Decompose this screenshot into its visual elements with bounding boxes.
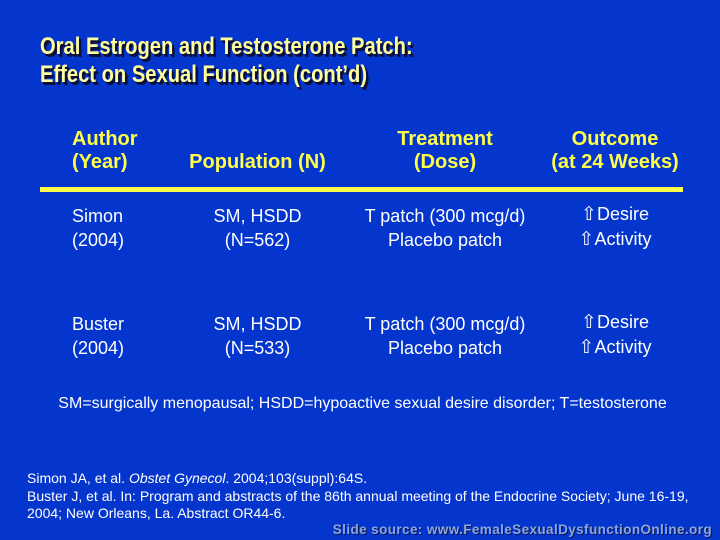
references: Simon JA, et al. Obstet Gynecol. 2004;10… [27,470,709,523]
up-arrow-icon: ⇧ [581,203,597,225]
cell-author: Simon (2004) [72,206,125,250]
column-header-treatment: Treatment (Dose) [397,128,493,173]
slide-source-credit: Slide source: www.FemaleSexualDysfunctio… [332,522,712,537]
cell-outcome: ⇧Desire ⇧Activity [578,311,652,358]
up-arrow-icon: ⇧ [581,311,597,333]
cell-treatment: T patch (300 mcg/d) Placebo patch [364,206,526,250]
up-arrow-icon: ⇧ [578,336,595,358]
reference-1: Simon JA, et al. Obstet Gynecol. 2004;10… [27,470,368,486]
abbreviations-footnote: SM=surgically menopausal; HSDD=hypoactiv… [58,395,667,412]
title-line-1: Oral Estrogen and Testosterone Patch: [40,33,413,60]
up-arrow-icon: ⇧ [578,228,595,250]
cell-population: SM, HSDD (N=562) [213,206,302,250]
table-row: Buster (2004) SM, HSDD (N=533) T patch (… [40,310,690,360]
reference-2: Buster J, et al. In: Program and abstrac… [27,487,689,522]
cell-population: SM, HSDD (N=533) [213,314,302,358]
column-header-outcome: Outcome (at 24 Weeks) [551,128,679,173]
page-title: Oral Estrogen and Testosterone Patch: Ef… [40,33,413,89]
column-header-population: Population (N) [189,151,326,173]
header-divider [40,187,683,192]
table-header-row: Author (Year) Population (N) Treatment (… [40,128,690,174]
table-row: Simon (2004) SM, HSDD (N=562) T patch (3… [40,202,690,252]
cell-outcome: ⇧Desire ⇧Activity [578,203,652,250]
column-header-author: Author (Year) [72,128,138,173]
cell-author: Buster (2004) [72,314,125,358]
cell-treatment: T patch (300 mcg/d) Placebo patch [364,314,526,358]
title-line-2: Effect on Sexual Function (cont’d) [40,61,368,88]
